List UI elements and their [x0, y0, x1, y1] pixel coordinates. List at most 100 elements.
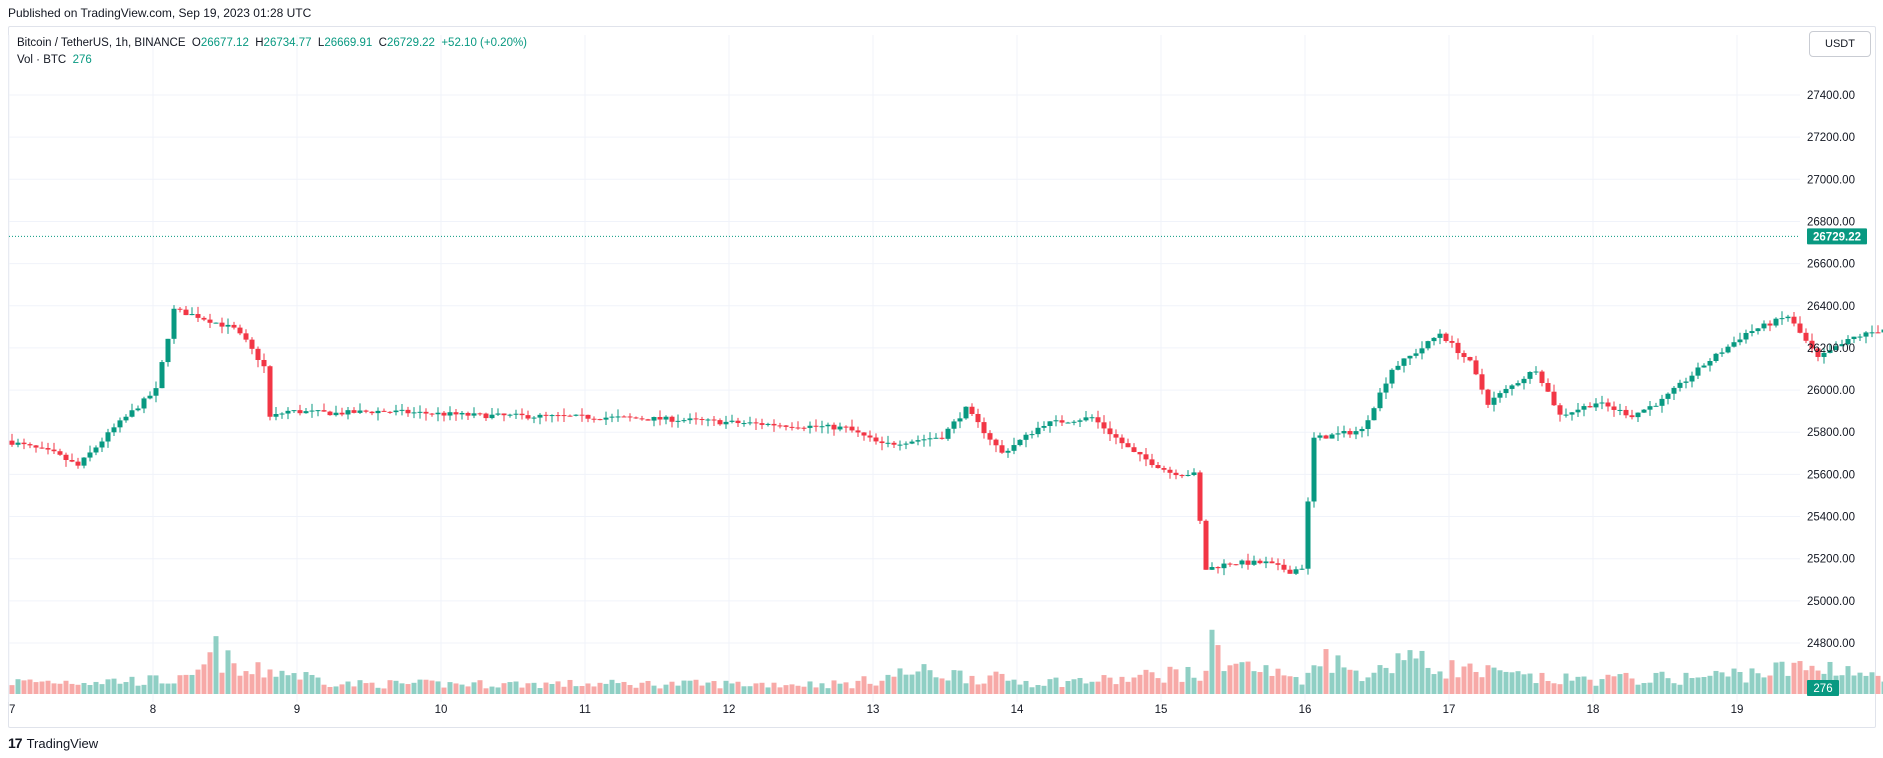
candle-body	[15, 442, 21, 445]
volume-bar	[1851, 675, 1857, 694]
volume-bar	[51, 683, 57, 694]
volume-bar	[693, 679, 699, 694]
volume-bar	[1695, 677, 1701, 694]
candle-body	[879, 441, 885, 444]
candle-body	[297, 410, 303, 414]
volume-bar	[1071, 679, 1077, 694]
candle-body	[1353, 431, 1359, 435]
y-tick-label: 24800.00	[1807, 638, 1855, 650]
candle-body	[405, 409, 411, 414]
volume-bar	[609, 679, 615, 694]
volume-label[interactable]: Vol · BTC	[17, 54, 67, 66]
candle-body	[1287, 569, 1293, 574]
candle-body	[1011, 445, 1017, 451]
volume-bar	[1389, 673, 1395, 694]
candle-body	[321, 410, 327, 412]
volume-bar	[1401, 660, 1407, 694]
volume-bar	[1065, 681, 1071, 694]
symbol-title[interactable]: Bitcoin / TetherUS, 1h, BINANCE	[17, 37, 186, 49]
candle-body	[549, 415, 555, 417]
x-tick-label: 8	[150, 704, 156, 716]
volume-bar	[1167, 666, 1173, 694]
volume-bar	[1131, 677, 1137, 694]
candle-body	[465, 412, 471, 416]
volume-bar	[1881, 681, 1883, 694]
volume-bar	[1689, 678, 1695, 694]
candle-body	[1761, 323, 1767, 329]
high-value: 26734.77	[263, 37, 312, 49]
candle-body	[1665, 393, 1671, 399]
x-tick-label: 10	[435, 704, 448, 716]
candle-body	[447, 412, 453, 416]
y-tick-label: 27000.00	[1807, 174, 1855, 186]
volume-bar	[795, 685, 801, 694]
candle-body	[1551, 391, 1557, 406]
candle-body	[1167, 469, 1173, 473]
candle-body	[27, 444, 33, 446]
candle-body	[849, 426, 855, 431]
volume-bar	[1707, 675, 1713, 694]
volume-bar	[507, 682, 513, 694]
y-tick-label: 25000.00	[1807, 596, 1855, 608]
candle-body	[687, 418, 693, 421]
candle-body	[735, 420, 741, 424]
candle-body	[1749, 331, 1755, 333]
candle-body	[1773, 318, 1779, 326]
y-tick-label: 26800.00	[1807, 216, 1855, 228]
volume-bar	[33, 682, 39, 694]
volume-bar	[1767, 675, 1773, 694]
candle-body	[561, 415, 567, 417]
candle-body	[327, 411, 333, 416]
currency-button[interactable]: USDT	[1809, 31, 1871, 57]
volume-bar	[561, 686, 567, 694]
volume-bar	[681, 680, 687, 694]
candle-body	[489, 414, 495, 419]
candle-body	[1233, 564, 1239, 566]
volume-bar	[171, 683, 177, 694]
candle-body	[1797, 323, 1803, 333]
volume-bar	[1665, 678, 1671, 694]
volume-bar	[135, 685, 141, 694]
volume-bar	[1251, 671, 1257, 694]
candle-body	[231, 324, 237, 328]
candle-body	[1107, 428, 1113, 435]
volume-bar	[153, 675, 159, 694]
time-axis: 7 8 9 10 11 12 13 14 15 16 17 18 19	[9, 704, 1743, 716]
candle-body	[783, 425, 789, 427]
volume-bar	[1269, 675, 1275, 694]
volume-bar	[1383, 667, 1389, 694]
volume-bar	[1377, 665, 1383, 694]
volume-bar	[903, 674, 909, 694]
volume-bar	[519, 687, 525, 694]
volume-bar	[387, 680, 393, 694]
candle-body	[603, 417, 609, 420]
volume-bar	[879, 680, 885, 694]
volume-bar	[1509, 672, 1515, 694]
volume-bar	[315, 677, 321, 694]
volume-bar	[1875, 675, 1881, 694]
volume-bar	[1605, 674, 1611, 694]
tradingview-logo[interactable]: 17 TradingView	[8, 735, 98, 751]
volume-bar	[705, 682, 711, 694]
candle-body	[1869, 332, 1875, 334]
low-label: L	[317, 37, 325, 49]
candle-body	[903, 443, 909, 445]
candle-body	[423, 411, 429, 414]
candle-body	[1179, 475, 1185, 477]
volume-bar	[1413, 658, 1419, 694]
volume-bar	[1347, 669, 1353, 694]
volume-bar	[1137, 674, 1143, 694]
x-tick-label: 13	[867, 704, 880, 716]
candle-body	[399, 409, 405, 411]
volume-bar	[753, 683, 759, 694]
candle-body	[477, 413, 483, 415]
candle-body	[1881, 329, 1883, 333]
candle-body	[513, 413, 519, 415]
candle-body	[1065, 422, 1071, 424]
volume-bar	[21, 680, 27, 694]
volume-bar	[1593, 685, 1599, 694]
candle-body	[459, 412, 465, 415]
volume-bar	[441, 687, 447, 694]
candle-body	[837, 426, 843, 430]
